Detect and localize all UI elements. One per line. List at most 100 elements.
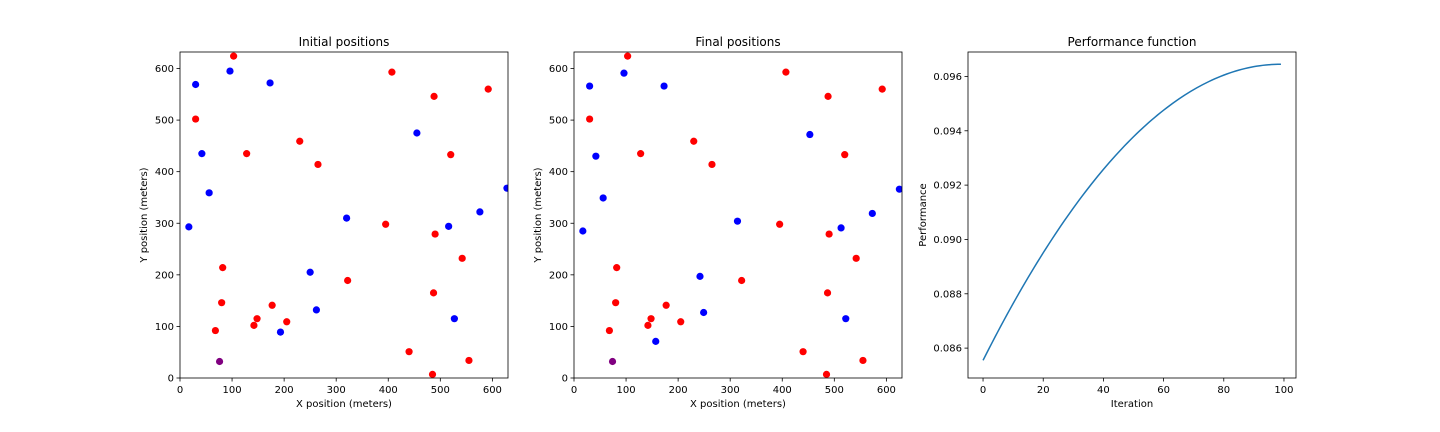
panel-1-point-blue-8 (445, 222, 453, 230)
panel-2-point-blue-13 (652, 337, 660, 345)
panel-1-point-red-7 (314, 160, 322, 169)
panel-3-ytick-label-3: 0.092 (933, 181, 962, 192)
panel-2-xtick-label-2: 200 (669, 385, 688, 396)
panel-2-xtick-label-6: 600 (877, 385, 896, 396)
panel-2-axes-frame (573, 51, 903, 379)
panel-1-point-red-11 (219, 264, 227, 272)
panel-2-point-blue-0 (620, 69, 628, 77)
panel-2-point-red-19 (677, 318, 685, 326)
panel-2-xtick-label-0: 0 (571, 385, 577, 396)
panel-1-point-red-15 (429, 289, 438, 297)
panel-1-point-blue-11 (306, 268, 314, 276)
panel-1-xtick-label-1: 100 (223, 385, 242, 396)
panel-2-xtick-label-4: 400 (773, 385, 792, 396)
panel-1-point-red-12 (458, 254, 466, 262)
panel-2-title: Final positions (695, 35, 780, 49)
panel-1-point-red-18 (250, 321, 258, 329)
panel-1-ytick-label-0: 0 (168, 374, 174, 385)
panel-2-point-red-2 (878, 85, 886, 93)
panel-2-point-blue-3 (806, 130, 814, 139)
panel-2-point-red-10 (825, 230, 833, 238)
panel-1-xtick-label-3: 300 (327, 385, 346, 396)
panel-2-point-blue-7 (733, 217, 742, 225)
panel-2-point-red-14 (612, 299, 620, 307)
panel-2-ytick-label-3: 300 (549, 219, 568, 230)
panel-2-point-blue-6 (579, 227, 587, 235)
panel-1-title: Initial positions (299, 35, 390, 49)
panel-2-point-blue-5 (599, 194, 607, 202)
panel-1-point-blue-2 (192, 80, 200, 89)
panel-1-point-purple-0 (215, 357, 224, 366)
panel-2-xtick-label-3: 300 (721, 385, 740, 396)
panel-3-xtick-label-4: 80 (1217, 385, 1230, 396)
panel-1-point-red-16 (268, 301, 276, 309)
panel-1-point-red-6 (243, 150, 251, 158)
panel-3-xtick-label-1: 20 (1037, 385, 1050, 396)
panel-2-point-blue-2 (586, 82, 594, 90)
panel-1-point-red-5 (296, 137, 304, 145)
panel-1-point-blue-6 (185, 223, 193, 231)
panel-2-point-red-21 (799, 348, 807, 356)
panel-2-ytick-label-6: 600 (549, 64, 568, 75)
panel-2-point-blue-12 (700, 308, 708, 317)
panel-2-point-red-17 (647, 315, 655, 323)
panel-2-point-red-11 (613, 264, 621, 272)
panel-2-point-blue-10 (895, 185, 902, 193)
panel-1-ytick-label-2: 200 (155, 270, 174, 281)
panel-2-point-red-3 (586, 115, 594, 123)
panel-1-point-red-22 (465, 356, 473, 365)
panel-1-point-blue-1 (266, 79, 274, 87)
panel-3-ytick-label-0: 0.086 (933, 344, 962, 355)
panel-2-point-red-13 (738, 276, 746, 285)
panel-1-point-blue-13 (276, 328, 285, 336)
panel-2-point-red-18 (644, 321, 652, 329)
panel-2-ytick-label-2: 200 (549, 270, 568, 281)
panel-1-point-red-23 (428, 370, 437, 378)
panel-2-point-red-4 (824, 92, 832, 100)
panel-1-point-blue-12 (312, 306, 321, 314)
panel-1-xtick-label-0: 0 (177, 385, 183, 396)
panel-2-ytick-label-5: 500 (549, 116, 568, 127)
panel-2-ytick-label-1: 100 (549, 322, 568, 333)
panel-2-point-red-12 (852, 254, 860, 262)
panel-3-title: Performance function (1068, 35, 1197, 49)
panel-2-xtick-label-5: 500 (825, 385, 844, 396)
panel-2-ylabel: Y position (meters) (533, 167, 544, 263)
panel-1-point-blue-9 (476, 208, 484, 216)
panel-1-point-red-14 (218, 299, 226, 307)
panel-1-ylabel: Y position (meters) (139, 167, 150, 263)
panel-2-point-purple-0 (608, 357, 617, 366)
panel-2-point-blue-11 (696, 272, 704, 280)
panel-1-point-blue-14 (450, 315, 458, 323)
panel-1-ytick-label-5: 500 (155, 116, 174, 127)
panel-1-xtick-label-5: 500 (431, 385, 450, 396)
panel-3-xtick-label-0: 0 (980, 385, 986, 396)
panel-2-point-blue-8 (837, 224, 845, 232)
panel-2-plot-area (579, 52, 902, 378)
panel-3-plot-area (982, 63, 1281, 361)
panel-1-point-red-21 (405, 348, 413, 356)
panel-2-xtick-label-1: 100 (617, 385, 636, 396)
panel-1-point-red-2 (484, 85, 492, 93)
panel-3-xtick-label-5: 100 (1274, 385, 1293, 396)
panel-3-xtick-label-2: 40 (1097, 385, 1110, 396)
panel-1-point-red-8 (447, 151, 455, 159)
panel-3-xlabel: Iteration (1111, 399, 1153, 410)
panel-3-axes-frame (967, 51, 1297, 379)
panel-1-point-red-10 (431, 230, 439, 238)
panel-1-point-red-19 (283, 318, 291, 326)
panel-2-point-red-16 (662, 301, 670, 309)
panel-1-point-red-20 (211, 326, 220, 335)
panel-1-xtick-label-6: 600 (483, 385, 502, 396)
panel-2-point-red-9 (776, 220, 784, 228)
panel-2-point-red-15 (823, 289, 832, 297)
panel-1-ytick-label-4: 400 (155, 167, 174, 178)
panel-2-point-red-7 (708, 160, 716, 169)
panel-1-point-blue-10 (503, 184, 508, 192)
panel-1-point-red-9 (382, 220, 390, 228)
panel-2-point-red-8 (841, 151, 849, 159)
panel-2-point-red-6 (637, 150, 645, 158)
panel-2-point-red-22 (859, 356, 867, 365)
panel-3-ytick-label-2: 0.090 (933, 235, 962, 246)
panel-2-point-red-5 (690, 137, 698, 145)
